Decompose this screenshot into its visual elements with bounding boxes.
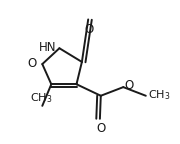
Text: CH$_3$: CH$_3$ xyxy=(30,91,53,105)
Text: O: O xyxy=(124,79,133,92)
Text: HN: HN xyxy=(39,41,57,54)
Text: O: O xyxy=(28,57,37,70)
Text: O: O xyxy=(84,23,94,36)
Text: CH$_3$: CH$_3$ xyxy=(148,88,170,102)
Text: O: O xyxy=(96,122,105,135)
